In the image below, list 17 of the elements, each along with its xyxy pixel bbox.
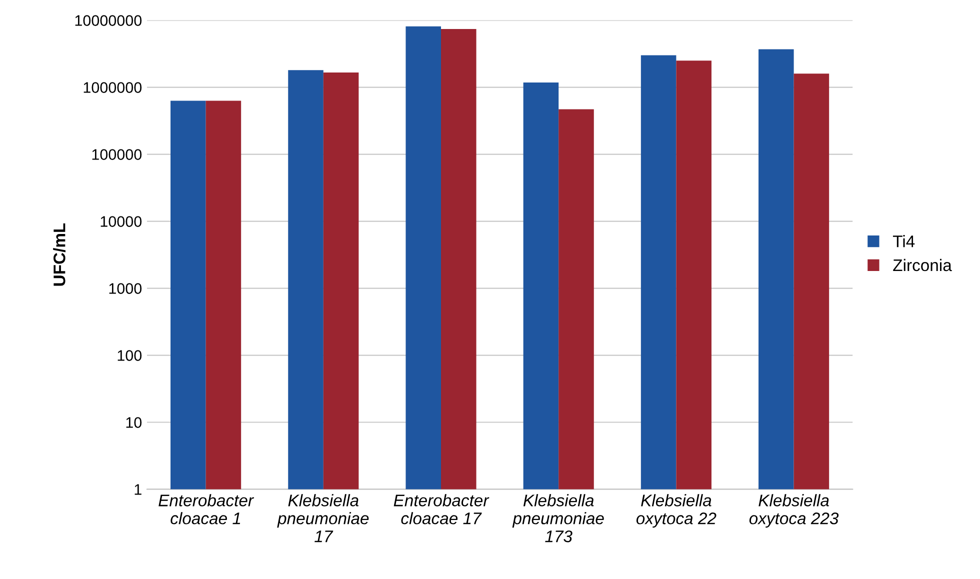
legend-label: Zirconia: [893, 258, 952, 272]
y-tick-label: 100: [118, 350, 142, 361]
x-tick-label: Klebsiella oxytoca 223: [749, 494, 839, 528]
x-tick-label: Klebsiella pneumoniae 17: [277, 494, 369, 542]
y-tick-label: 10000: [100, 216, 142, 227]
y-axis-title: UFC/mL: [53, 223, 66, 286]
x-tick-label: Enterobacter cloacae 17: [394, 494, 490, 524]
y-tick-label: 1000000: [84, 82, 142, 93]
y-tick-label: 10000000: [75, 15, 142, 26]
y-tick-label: 1000: [109, 283, 142, 294]
y-tick-label: 10: [126, 417, 142, 428]
y-tick-label: 1: [134, 484, 142, 495]
x-tick-label: Enterobacter cloacae 1: [158, 494, 254, 524]
x-tick-label: Klebsiella oxytoca 22: [636, 494, 716, 528]
x-tick-label: Klebsiella pneumoniae 173: [512, 494, 604, 542]
legend-label: Ti4: [892, 235, 915, 248]
y-tick-label: 100000: [92, 149, 142, 160]
